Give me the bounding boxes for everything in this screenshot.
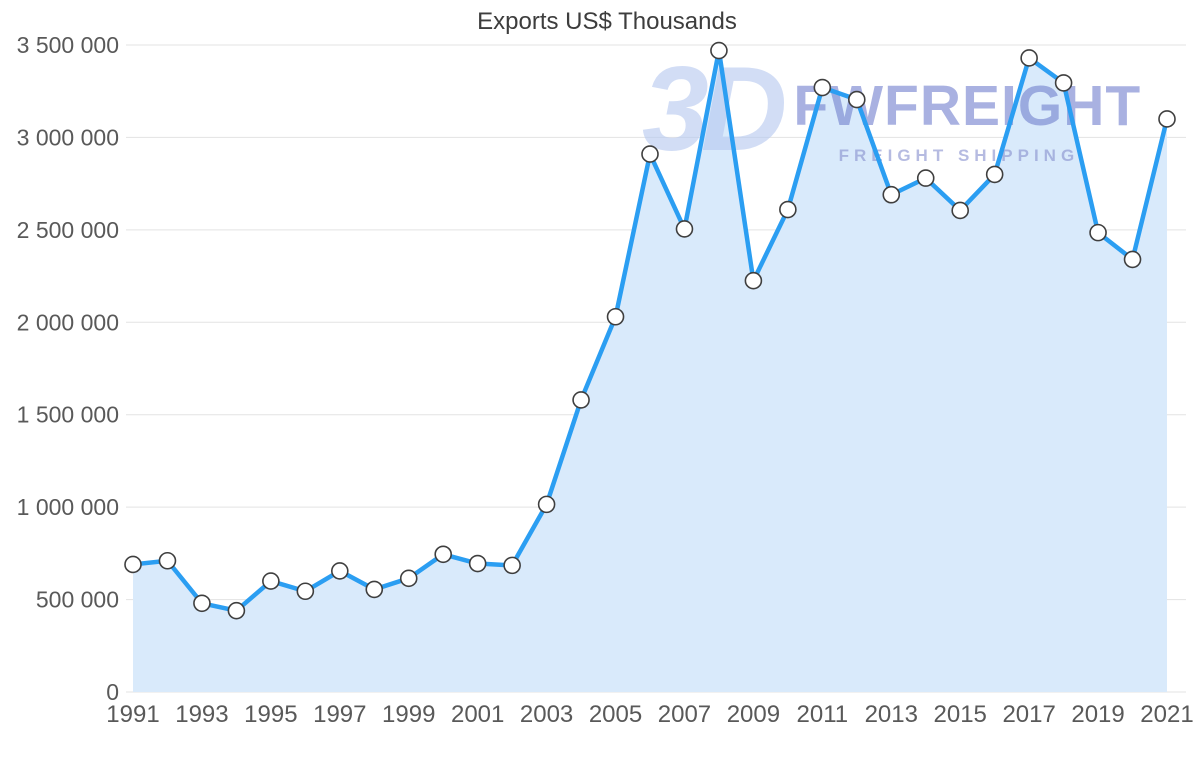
y-tick-label: 1 500 000 (17, 402, 119, 428)
data-point[interactable] (572, 391, 590, 409)
x-tick-label: 2021 (1140, 701, 1193, 728)
data-point[interactable] (330, 562, 349, 580)
data-point[interactable] (951, 201, 970, 220)
data-point[interactable] (710, 41, 728, 60)
x-tick-label: 2013 (865, 701, 918, 728)
data-point[interactable] (606, 307, 625, 326)
watermark: 3D FWFREIGHT FREIGHT SHIPPING (642, 42, 1142, 176)
x-tick-label: 2001 (451, 701, 504, 728)
data-point[interactable] (262, 572, 280, 590)
data-point[interactable] (1020, 49, 1038, 67)
y-tick-label: 2 000 000 (17, 309, 119, 335)
y-tick-label: 0 (106, 679, 119, 705)
data-point[interactable] (779, 200, 797, 219)
data-point[interactable] (1089, 223, 1107, 242)
data-point[interactable] (847, 90, 866, 109)
x-tick-label: 2019 (1071, 701, 1124, 728)
data-point[interactable] (675, 220, 694, 238)
data-point[interactable] (193, 594, 211, 613)
data-point[interactable] (468, 554, 487, 573)
data-point[interactable] (158, 551, 177, 570)
data-point[interactable] (985, 165, 1004, 184)
y-tick-label: 1 000 000 (17, 494, 119, 520)
data-point[interactable] (227, 601, 246, 620)
exports-line (130, 48, 1170, 613)
x-tick-label: 1995 (244, 701, 297, 728)
watermark-logo-icon: 3D (642, 42, 787, 176)
data-point[interactable] (399, 569, 418, 588)
data-point[interactable] (813, 78, 832, 97)
x-tick-label: 2007 (658, 701, 711, 728)
x-tick-label: 1999 (382, 701, 435, 728)
x-tick-label: 2017 (1002, 701, 1055, 728)
data-point[interactable] (1054, 74, 1073, 92)
data-point[interactable] (365, 580, 384, 599)
data-point[interactable] (503, 556, 521, 575)
x-tick-label: 2003 (520, 701, 573, 728)
x-tick-label: 2005 (589, 701, 642, 728)
data-point[interactable] (882, 185, 901, 204)
x-tick-label: 2011 (797, 701, 849, 728)
y-tick-label: 2 500 000 (17, 217, 119, 243)
data-point[interactable] (641, 145, 659, 163)
data-point[interactable] (1158, 110, 1176, 128)
data-point[interactable] (916, 169, 935, 187)
data-point[interactable] (1123, 250, 1142, 269)
x-tick-label: 2009 (727, 701, 780, 728)
data-point[interactable] (537, 495, 556, 514)
y-tick-label: 3 000 000 (17, 124, 119, 150)
data-point[interactable] (744, 271, 763, 290)
watermark-brand-text: FWFREIGHT (793, 74, 1142, 138)
watermark-row: 3D FWFREIGHT (642, 42, 1142, 176)
watermark-tagline-text: FREIGHT SHIPPING (838, 146, 1080, 165)
x-tick-label: 1997 (313, 701, 366, 728)
chart-title: Exports US$ Thousands (477, 8, 737, 35)
data-point[interactable] (296, 582, 315, 601)
y-tick-label: 500 000 (36, 587, 119, 613)
data-point[interactable] (124, 555, 142, 574)
x-tick-label: 1993 (175, 701, 228, 728)
x-tick-label: 2015 (934, 701, 987, 728)
x-tick-label: 1991 (106, 701, 159, 728)
data-point[interactable] (434, 545, 453, 564)
